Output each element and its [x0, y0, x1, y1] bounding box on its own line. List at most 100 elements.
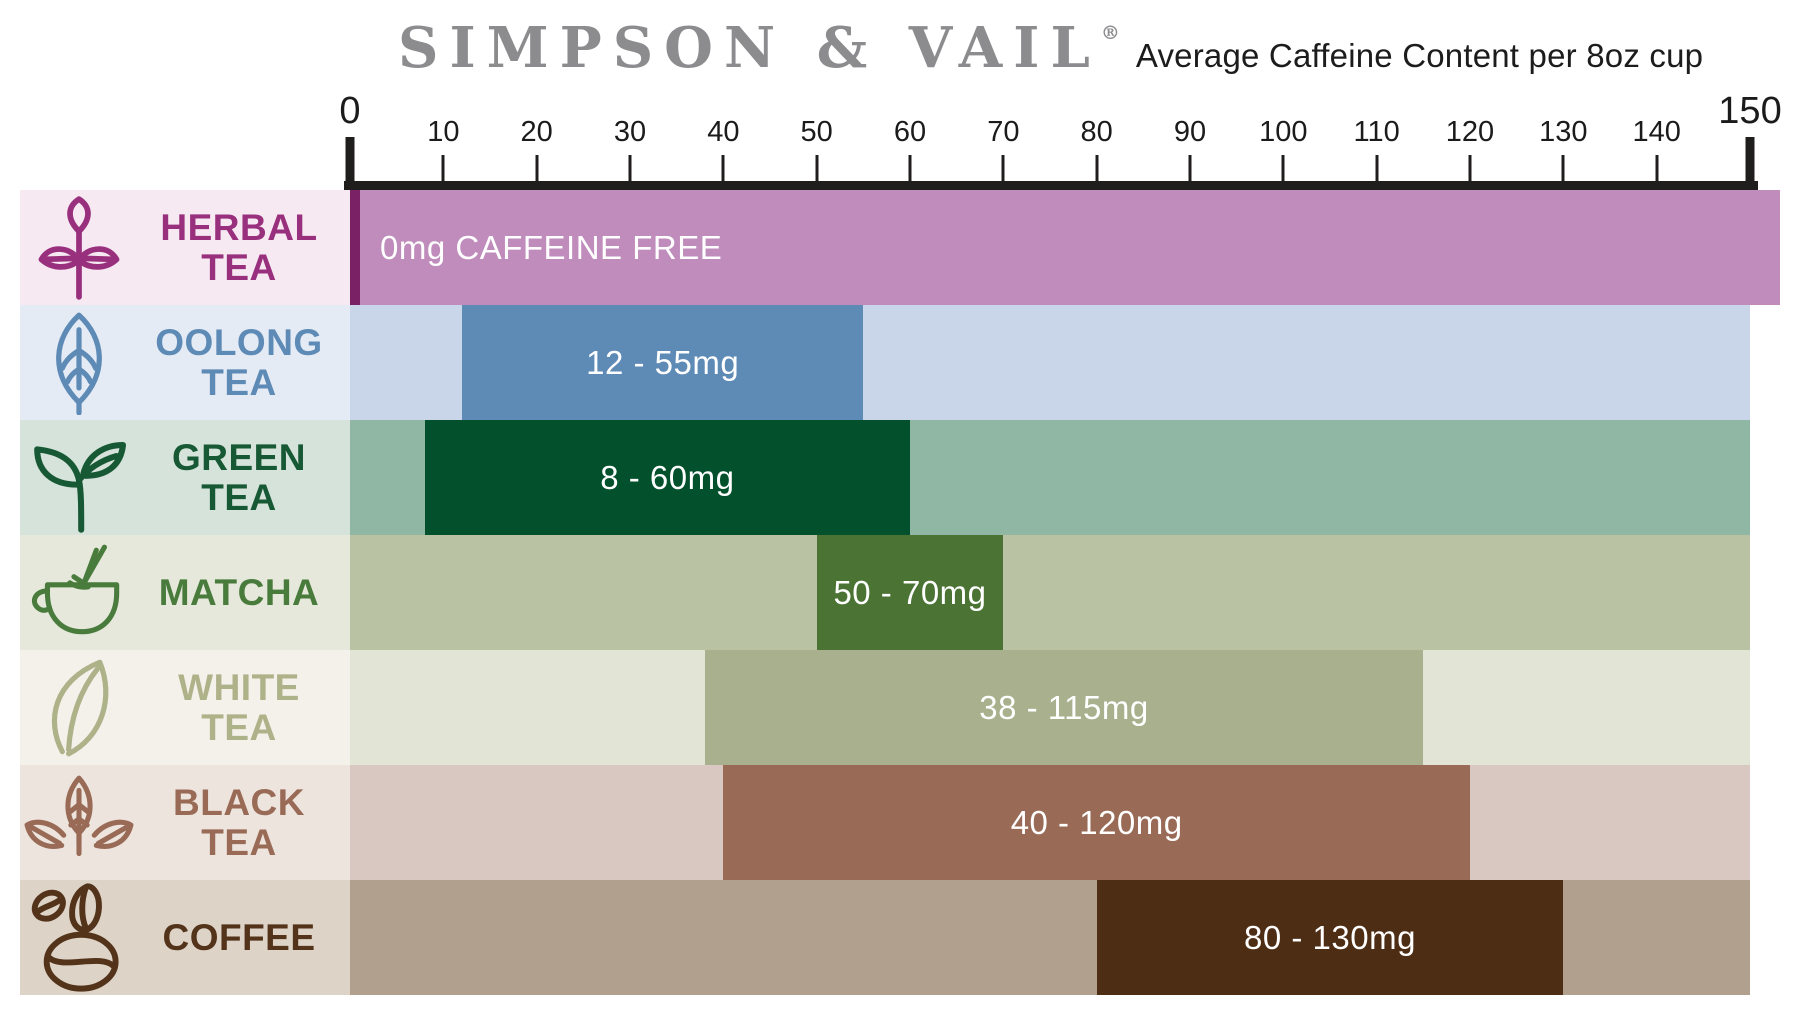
row-title-herbal-tea: HERBAL TEA [138, 207, 350, 288]
row-title-line: GREEN [171, 437, 307, 479]
x-axis-tick-label: 30 [613, 116, 647, 148]
x-axis-tick-mark [908, 155, 912, 181]
bar-value-label: 8 - 60mg [600, 458, 735, 496]
row-title-line: TEA [201, 821, 277, 863]
bar-value-label: 50 - 70mg [833, 573, 987, 611]
x-axis-tick-mark [535, 155, 539, 181]
herbal-tea-plant-icon [20, 195, 138, 300]
brand-name: SIMPSON & VAIL [398, 15, 1101, 81]
chart-header: SIMPSON & VAIL® Average Caffeine Content… [398, 15, 1704, 81]
black-tea-leaves-icon [20, 771, 138, 875]
row-black-tea: BLACK TEA 40 - 120mg [20, 765, 1750, 880]
x-axis-tick-label: 80 [1080, 116, 1113, 148]
white-tea-leaf-icon [20, 656, 138, 760]
row-oolong-tea: OOLONG TEA 12 - 55mg [20, 305, 1750, 420]
bar-value-label: 0mg CAFFEINE FREE [380, 228, 723, 266]
x-axis-tick-mark [721, 155, 725, 181]
x-axis-tick-mark [1561, 155, 1565, 181]
row-track-green-tea: 8 - 60mg [350, 420, 1750, 535]
x-axis-tick-label: 0 [339, 90, 361, 132]
bar-value-label: 40 - 120mg [1010, 803, 1183, 841]
x-axis-tick-label: 130 [1539, 116, 1588, 148]
x-axis-tick-label: 110 [1353, 116, 1400, 148]
x-axis-tick-mark [1001, 155, 1005, 181]
bar-herbal-tea: 0mg CAFFEINE FREE [350, 190, 1780, 305]
x-axis-tick-mark [345, 137, 355, 181]
row-coffee: COFFEE 80 - 130mg [20, 880, 1750, 995]
bar-oolong-tea: 12 - 55mg [462, 305, 864, 420]
row-green-tea: GREEN TEA 8 - 60mg [20, 420, 1750, 535]
row-label-coffee: COFFEE [20, 880, 350, 995]
row-title-line: COFFEE [162, 916, 316, 958]
bar-green-tea: 8 - 60mg [424, 420, 910, 535]
bar-value-label: 38 - 115mg [979, 688, 1149, 726]
green-tea-sprout-icon [20, 423, 138, 533]
registered-trademark-symbol: ® [1100, 22, 1120, 44]
chart-subtitle: Average Caffeine Content per 8oz cup [1135, 37, 1704, 74]
x-axis-tick-mark [1745, 137, 1755, 181]
row-label-herbal-tea: HERBAL TEA [20, 190, 350, 305]
row-track-matcha: 50 - 70mg [350, 535, 1750, 650]
x-axis-tick-label: 100 [1259, 116, 1308, 148]
row-title-line: OOLONG [155, 322, 323, 364]
x-axis-tick-label: 70 [987, 116, 1020, 148]
row-track-oolong-tea: 12 - 55mg [350, 305, 1750, 420]
row-label-white-tea: WHITE TEA [20, 650, 350, 765]
x-axis-tick-label: 120 [1445, 116, 1495, 148]
x-axis-tick-mark [628, 155, 632, 181]
x-axis-tick-mark [1188, 155, 1192, 181]
x-axis-tick-label: 150 [1718, 90, 1782, 132]
bar-matcha: 50 - 70mg [816, 535, 1004, 650]
x-axis: 0 10 20 30 40 50 60 70 80 90 100 110 120 130 140 150 [20, 90, 1782, 190]
x-axis-tick-mark [1468, 155, 1472, 181]
row-matcha: MATCHA 50 - 70mg [20, 535, 1750, 650]
row-track-white-tea: 38 - 115mg [350, 650, 1750, 765]
bar-black-tea: 40 - 120mg [723, 765, 1470, 880]
x-axis-tick-mark [815, 155, 819, 181]
row-herbal-tea: HERBAL TEA 0mg CAFFEINE FREE [20, 190, 1780, 305]
row-white-tea: WHITE TEA 38 - 115mg [20, 650, 1750, 765]
row-title-oolong-tea: OOLONG TEA [138, 322, 350, 403]
row-title-line: WHITE [178, 667, 300, 709]
bar-value-label: 12 - 55mg [586, 343, 740, 381]
x-axis-tick-mark [1375, 155, 1379, 181]
x-axis-tick-label: 60 [893, 116, 927, 148]
matcha-bowl-whisk-icon [20, 541, 138, 645]
x-axis-tick-label: 50 [800, 116, 833, 148]
row-title-line: TEA [201, 361, 277, 403]
bar-white-tea: 38 - 115mg [704, 650, 1424, 765]
coffee-beans-icon [20, 882, 138, 994]
x-axis-tick-mark [1655, 155, 1659, 181]
row-title-matcha: MATCHA [138, 573, 350, 612]
row-title-line: TEA [201, 706, 277, 748]
x-axis-tick-mark [1281, 155, 1285, 181]
bar-coffee: 80 - 130mg [1096, 880, 1564, 995]
x-axis-tick-label: 10 [427, 116, 460, 148]
row-title-black-tea: BLACK TEA [138, 782, 350, 863]
zero-axis-stripe [350, 190, 360, 305]
row-title-white-tea: WHITE TEA [138, 667, 350, 748]
x-axis-line [344, 181, 1758, 190]
row-label-black-tea: BLACK TEA [20, 765, 350, 880]
row-track-coffee: 80 - 130mg [350, 880, 1750, 995]
row-title-green-tea: GREEN TEA [138, 437, 350, 517]
row-label-matcha: MATCHA [20, 535, 350, 650]
row-title-line: BLACK [173, 782, 305, 824]
x-axis-tick-label: 90 [1173, 116, 1207, 148]
x-axis-tick-label: 40 [707, 116, 740, 148]
row-title-line: TEA [201, 246, 277, 288]
x-axis-tick-mark [1095, 155, 1099, 181]
x-axis-tick-mark [441, 155, 445, 181]
caffeine-chart: 0 10 20 30 40 50 60 70 80 90 100 110 120 130 140 150 HE… [20, 90, 1782, 995]
x-axis-tick-label: 140 [1632, 116, 1681, 148]
row-title-coffee: COFFEE [138, 918, 350, 957]
x-axis-ticks: 0 10 20 30 40 50 60 70 80 90 100 110 120 130 140 150 [339, 90, 1782, 181]
row-track-black-tea: 40 - 120mg [350, 765, 1750, 880]
chart-rows: HERBAL TEA 0mg CAFFEINE FREE OOLONG TEA 12 -… [20, 190, 1780, 995]
row-title-line: HERBAL [160, 207, 318, 249]
brand-title: SIMPSON & VAIL® [398, 15, 1120, 81]
bar-value-label: 80 - 130mg [1244, 918, 1416, 956]
row-label-green-tea: GREEN TEA [20, 420, 350, 535]
oolong-leaf-icon [20, 311, 138, 415]
x-axis-tick-label: 20 [520, 116, 553, 148]
